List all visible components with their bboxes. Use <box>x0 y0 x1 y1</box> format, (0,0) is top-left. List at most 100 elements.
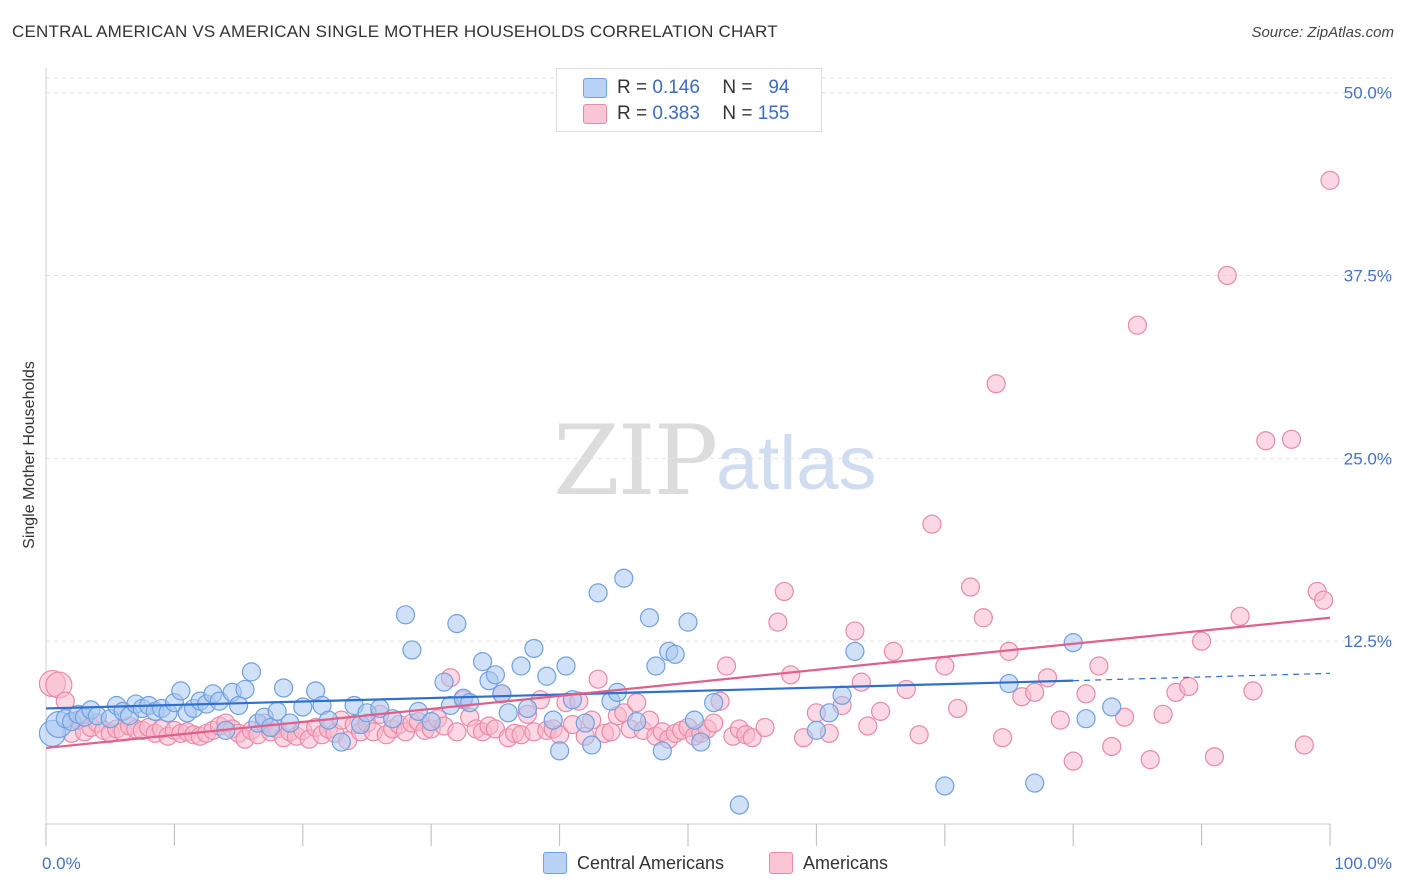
data-point <box>235 679 255 700</box>
data-point <box>665 644 685 664</box>
data-point <box>704 713 724 733</box>
data-point <box>537 666 557 686</box>
data-point <box>909 725 929 745</box>
data-points <box>38 170 1340 815</box>
data-point <box>511 656 531 676</box>
data-point <box>1076 709 1096 729</box>
data-point <box>1204 747 1225 767</box>
data-point <box>1217 265 1237 286</box>
data-point <box>1294 735 1314 755</box>
data-point <box>870 701 891 721</box>
tick-labels: 12.5% 25.0% 37.5% 50.0% 0.0% 100.0% <box>42 84 1392 873</box>
data-point <box>434 672 454 692</box>
data-point <box>845 621 865 641</box>
data-point <box>755 717 775 738</box>
series-central-americans <box>38 568 1122 815</box>
y-tick-label: 25.0% <box>1344 449 1392 468</box>
data-point <box>1114 707 1135 727</box>
data-point <box>1025 773 1045 793</box>
trend-line <box>45 616 1331 750</box>
data-point <box>851 672 871 692</box>
data-point <box>575 713 595 733</box>
data-point <box>922 514 942 534</box>
data-point <box>543 710 563 730</box>
data-point <box>1076 684 1096 704</box>
data-point <box>960 577 981 597</box>
data-point <box>1281 429 1302 449</box>
data-point <box>639 608 660 628</box>
data-point <box>774 581 794 602</box>
legend-row-americans: R = 0.383 N = 155 <box>583 102 789 126</box>
data-point <box>729 795 749 815</box>
data-point <box>1102 736 1122 757</box>
bottom-legend-swatch-blue <box>543 852 567 874</box>
data-point <box>704 692 724 713</box>
chart-title: CENTRAL AMERICAN VS AMERICAN SINGLE MOTH… <box>12 22 778 41</box>
data-point <box>627 712 647 732</box>
legend-n-label: N = <box>722 77 753 98</box>
legend-n-label: N = <box>722 103 753 124</box>
data-point <box>472 652 493 672</box>
data-point <box>421 712 441 732</box>
bottom-legend-americans: Americans <box>769 852 888 874</box>
data-point <box>768 612 788 632</box>
data-point <box>935 776 955 796</box>
data-point <box>858 716 878 736</box>
legend-r-value: 0.146 <box>652 77 700 98</box>
data-point <box>896 679 916 700</box>
data-point <box>1037 668 1058 688</box>
trend-line <box>45 679 1074 710</box>
data-point <box>1179 676 1199 697</box>
data-point <box>498 703 518 723</box>
data-point <box>684 710 705 730</box>
watermark-zip: ZIP <box>553 405 718 517</box>
source-label: Source: ZipAtlas.com <box>1251 24 1394 41</box>
correlation-legend: R = 0.146 N = 94 R = 0.383 N = 155 <box>556 68 822 132</box>
data-point <box>845 641 865 661</box>
trend-lines <box>45 616 1331 750</box>
y-tick-label: 37.5% <box>1344 266 1392 285</box>
data-point <box>832 685 852 705</box>
bottom-legend-swatch-pink <box>769 852 793 874</box>
data-point <box>614 568 634 588</box>
data-point <box>986 374 1006 394</box>
data-point <box>1313 590 1334 610</box>
data-point <box>1102 697 1122 717</box>
data-point <box>1230 606 1250 626</box>
data-point <box>524 638 544 659</box>
watermark-atlas: atlas <box>716 421 877 506</box>
legend-r-value: 0.383 <box>652 103 700 124</box>
data-point <box>588 583 608 603</box>
data-point <box>781 665 801 685</box>
bottom-legend-label: Americans <box>803 852 889 873</box>
data-point <box>646 656 666 676</box>
data-point <box>588 669 608 689</box>
data-point <box>517 698 538 719</box>
legend-swatch-blue <box>583 78 607 98</box>
data-point <box>652 741 672 761</box>
grid-lines <box>46 77 1392 642</box>
data-point <box>1089 656 1109 676</box>
y-tick-label: 12.5% <box>1344 632 1392 651</box>
data-point <box>241 662 262 682</box>
data-point <box>1243 681 1263 701</box>
data-point <box>973 608 993 628</box>
data-point <box>1025 682 1045 702</box>
axes <box>45 68 1331 846</box>
data-point <box>447 722 467 742</box>
data-point <box>742 728 762 748</box>
data-point <box>331 732 351 752</box>
data-point <box>992 728 1013 748</box>
legend-n-value: 94 <box>768 77 790 98</box>
legend-r-label: R = <box>617 103 648 124</box>
data-point <box>395 605 416 625</box>
data-point <box>806 720 827 740</box>
data-point <box>819 703 839 723</box>
data-point <box>229 695 249 716</box>
legend-row-central-americans: R = 0.146 N = 94 <box>583 76 789 100</box>
series-americans <box>38 170 1340 771</box>
data-point <box>1127 315 1148 335</box>
data-point <box>447 614 467 634</box>
legend-r-label: R = <box>617 77 648 98</box>
